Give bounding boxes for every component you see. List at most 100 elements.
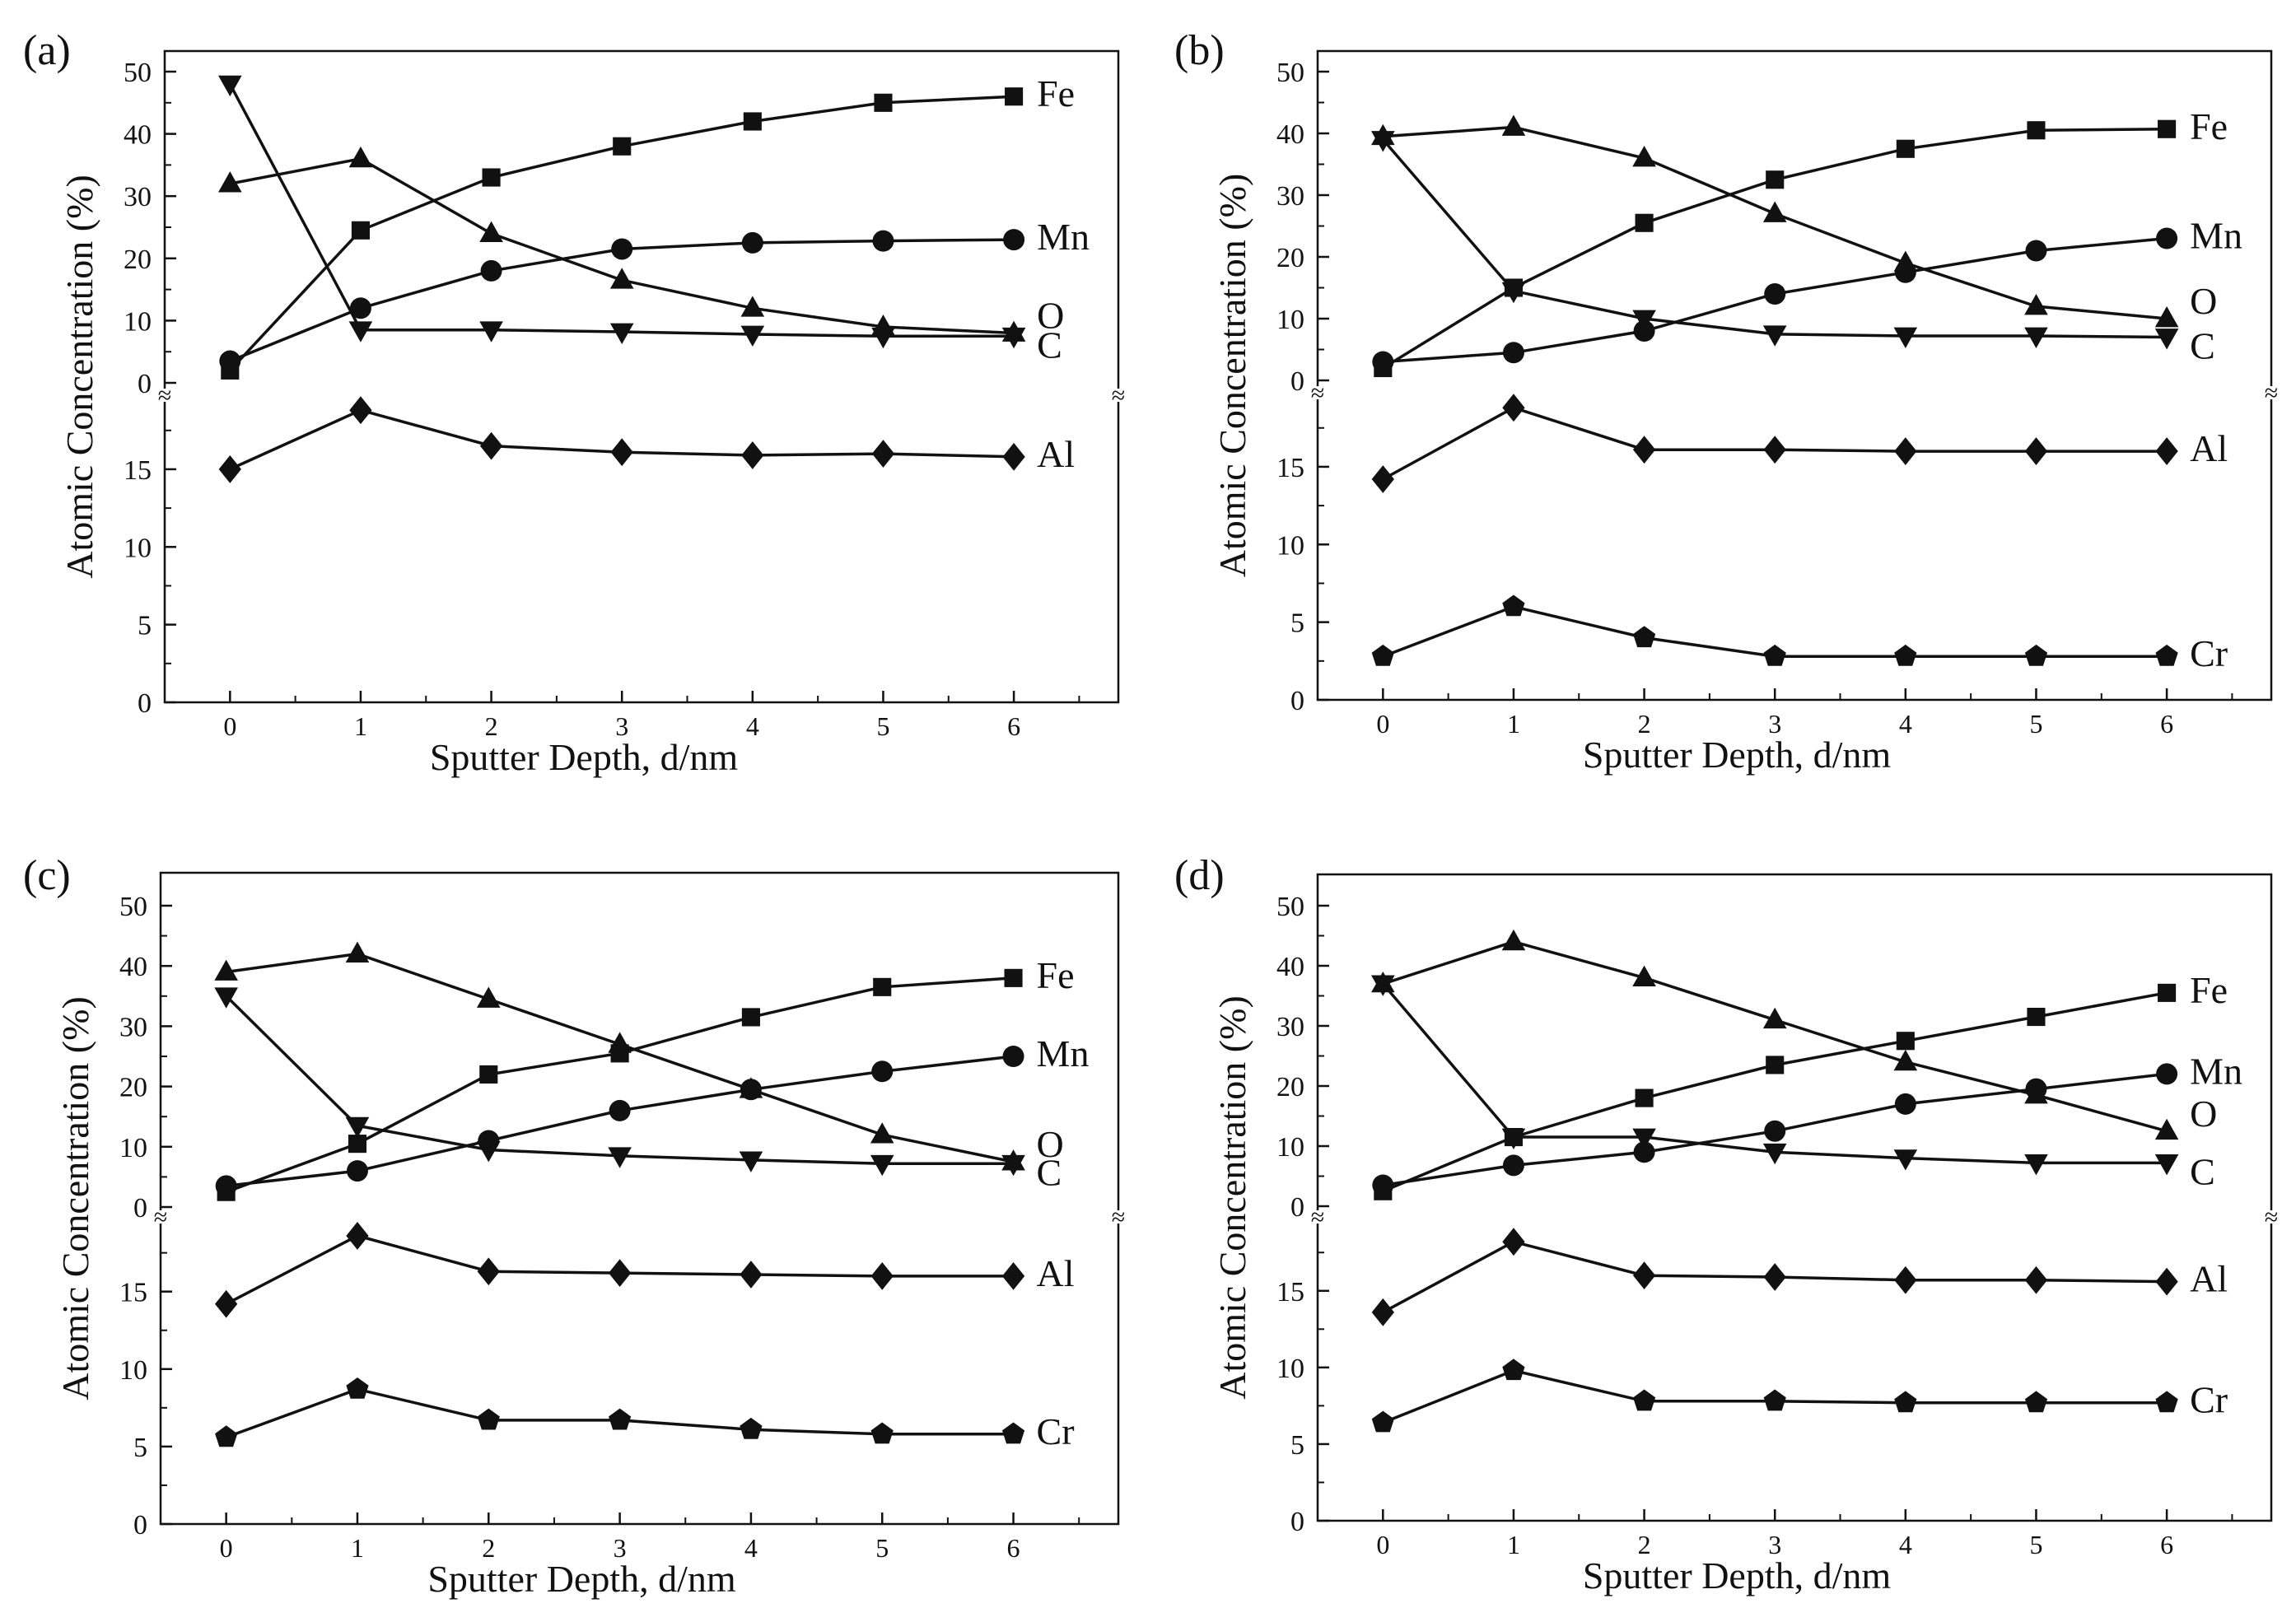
lower-y-tick-label: 0 [133,1510,147,1540]
data-point-fe [1766,170,1785,189]
upper-y-tick-label: 40 [124,120,152,151]
lower-y-tick-label: 5 [133,1433,147,1463]
axis-break-mark: ≈ [1112,1204,1125,1231]
upper-y-tick-label: 20 [1276,1072,1304,1102]
axis-break-mark: ≈ [2265,1204,2278,1231]
x-axis-label: Sputter Depth, d/nm [427,1558,736,1600]
panel-label: (d) [1174,852,1225,899]
series-c: C [218,75,1062,366]
data-point-mn [1002,1046,1024,1067]
data-point-al [610,438,633,467]
x-tick-label: 4 [1899,709,1912,739]
data-point-fe [1635,213,1654,232]
series-al: Al [1371,1228,2228,1326]
plot-frame [1316,873,2273,1522]
data-point-al [1894,437,1917,465]
data-point-al [741,441,764,469]
data-point-c [609,323,634,344]
data-point-fe [2158,119,2177,138]
x-tick-label: 4 [746,711,759,741]
x-tick-label: 0 [220,1533,233,1563]
data-point-mn [609,1099,631,1121]
lower-y-tick-label: 0 [138,688,152,719]
y-axis-label: Atomic Concentration (%) [1211,174,1253,578]
data-point-fe [873,977,892,996]
lower-y-tick-label: 10 [124,533,152,563]
data-point-al [1632,1261,1656,1290]
lower-y-tick-label: 10 [119,1355,147,1386]
data-point-al [349,396,372,425]
lower-y-tick-label: 15 [119,1278,147,1308]
data-point-c [1371,131,1395,152]
upper-y-tick-label: 50 [1276,892,1304,922]
data-point-fe [741,1008,760,1027]
x-tick-label: 1 [1507,1530,1520,1559]
data-point-mn [1764,1120,1786,1142]
upper-y-tick-label: 50 [119,892,147,922]
upper-y-tick-label: 10 [124,306,152,337]
series-label-mn: Mn [2190,215,2242,257]
data-point-c [1893,1149,1918,1171]
lower-y-tick-label: 15 [124,455,152,486]
x-tick-label: 6 [2160,709,2173,739]
data-point-cr [2155,644,2178,666]
series-o: O [1371,114,2217,328]
data-point-cr [1894,1391,1917,1413]
series-o: O [214,941,1064,1171]
upper-y-tick-label: 30 [124,182,152,212]
data-point-fe [1766,1056,1785,1074]
axis-break-mark: ≈ [1112,382,1125,409]
x-tick-label: 1 [1507,709,1520,739]
data-point-c [345,1116,370,1139]
data-point-mn [480,259,502,282]
data-point-fe [351,221,370,240]
data-point-cr [1371,644,1394,666]
data-point-c [1632,310,1656,331]
series-label-fe: Fe [1037,72,1075,114]
data-point-mn [741,231,763,254]
data-point-fe [1004,968,1023,987]
upper-y-tick-label: 30 [1276,181,1304,212]
data-point-cr [870,1422,894,1444]
panel-label: (c) [23,852,71,899]
data-point-al [870,1261,894,1290]
data-point-mn [1003,229,1025,251]
data-point-cr [477,1408,500,1430]
data-point-fe [743,112,762,131]
series-al: Al [215,1222,1075,1318]
series-label-c: C [2190,325,2215,367]
data-point-al [479,431,503,460]
data-point-al [1763,1263,1786,1291]
data-point-mn [215,1175,237,1197]
y-axis-label: Atomic Concentration (%) [1211,995,1253,1400]
lower-y-tick-label: 10 [1276,1354,1304,1384]
data-point-cr [2024,1391,2048,1413]
plot-frame [163,49,1120,704]
data-point-o [2154,1118,2179,1140]
data-point-c [348,321,373,343]
data-point-o [740,296,765,317]
series-label-mn: Mn [1037,1032,1090,1074]
data-point-c [740,325,765,347]
data-point-fe [2027,1008,2046,1027]
data-point-fe [1896,1032,1915,1051]
x-tick-label: 5 [875,1533,889,1563]
data-point-cr [2024,644,2048,666]
data-point-al [1763,436,1786,464]
series-label-cr: Cr [1037,1410,1075,1452]
data-point-c [476,1141,501,1163]
data-point-al [215,1289,238,1318]
data-point-o [348,146,373,168]
upper-y-tick-label: 10 [119,1133,147,1163]
data-point-o [1762,1007,1787,1029]
x-tick-label: 4 [1899,1530,1912,1559]
x-axis-label: Sputter Depth, d/nm [430,736,739,778]
data-point-o [1762,201,1787,222]
x-tick-label: 0 [1376,1530,1389,1559]
data-point-mn [1633,320,1655,342]
series-c: C [214,987,1062,1193]
data-point-o [2024,1083,2048,1104]
x-tick-label: 5 [876,711,889,741]
